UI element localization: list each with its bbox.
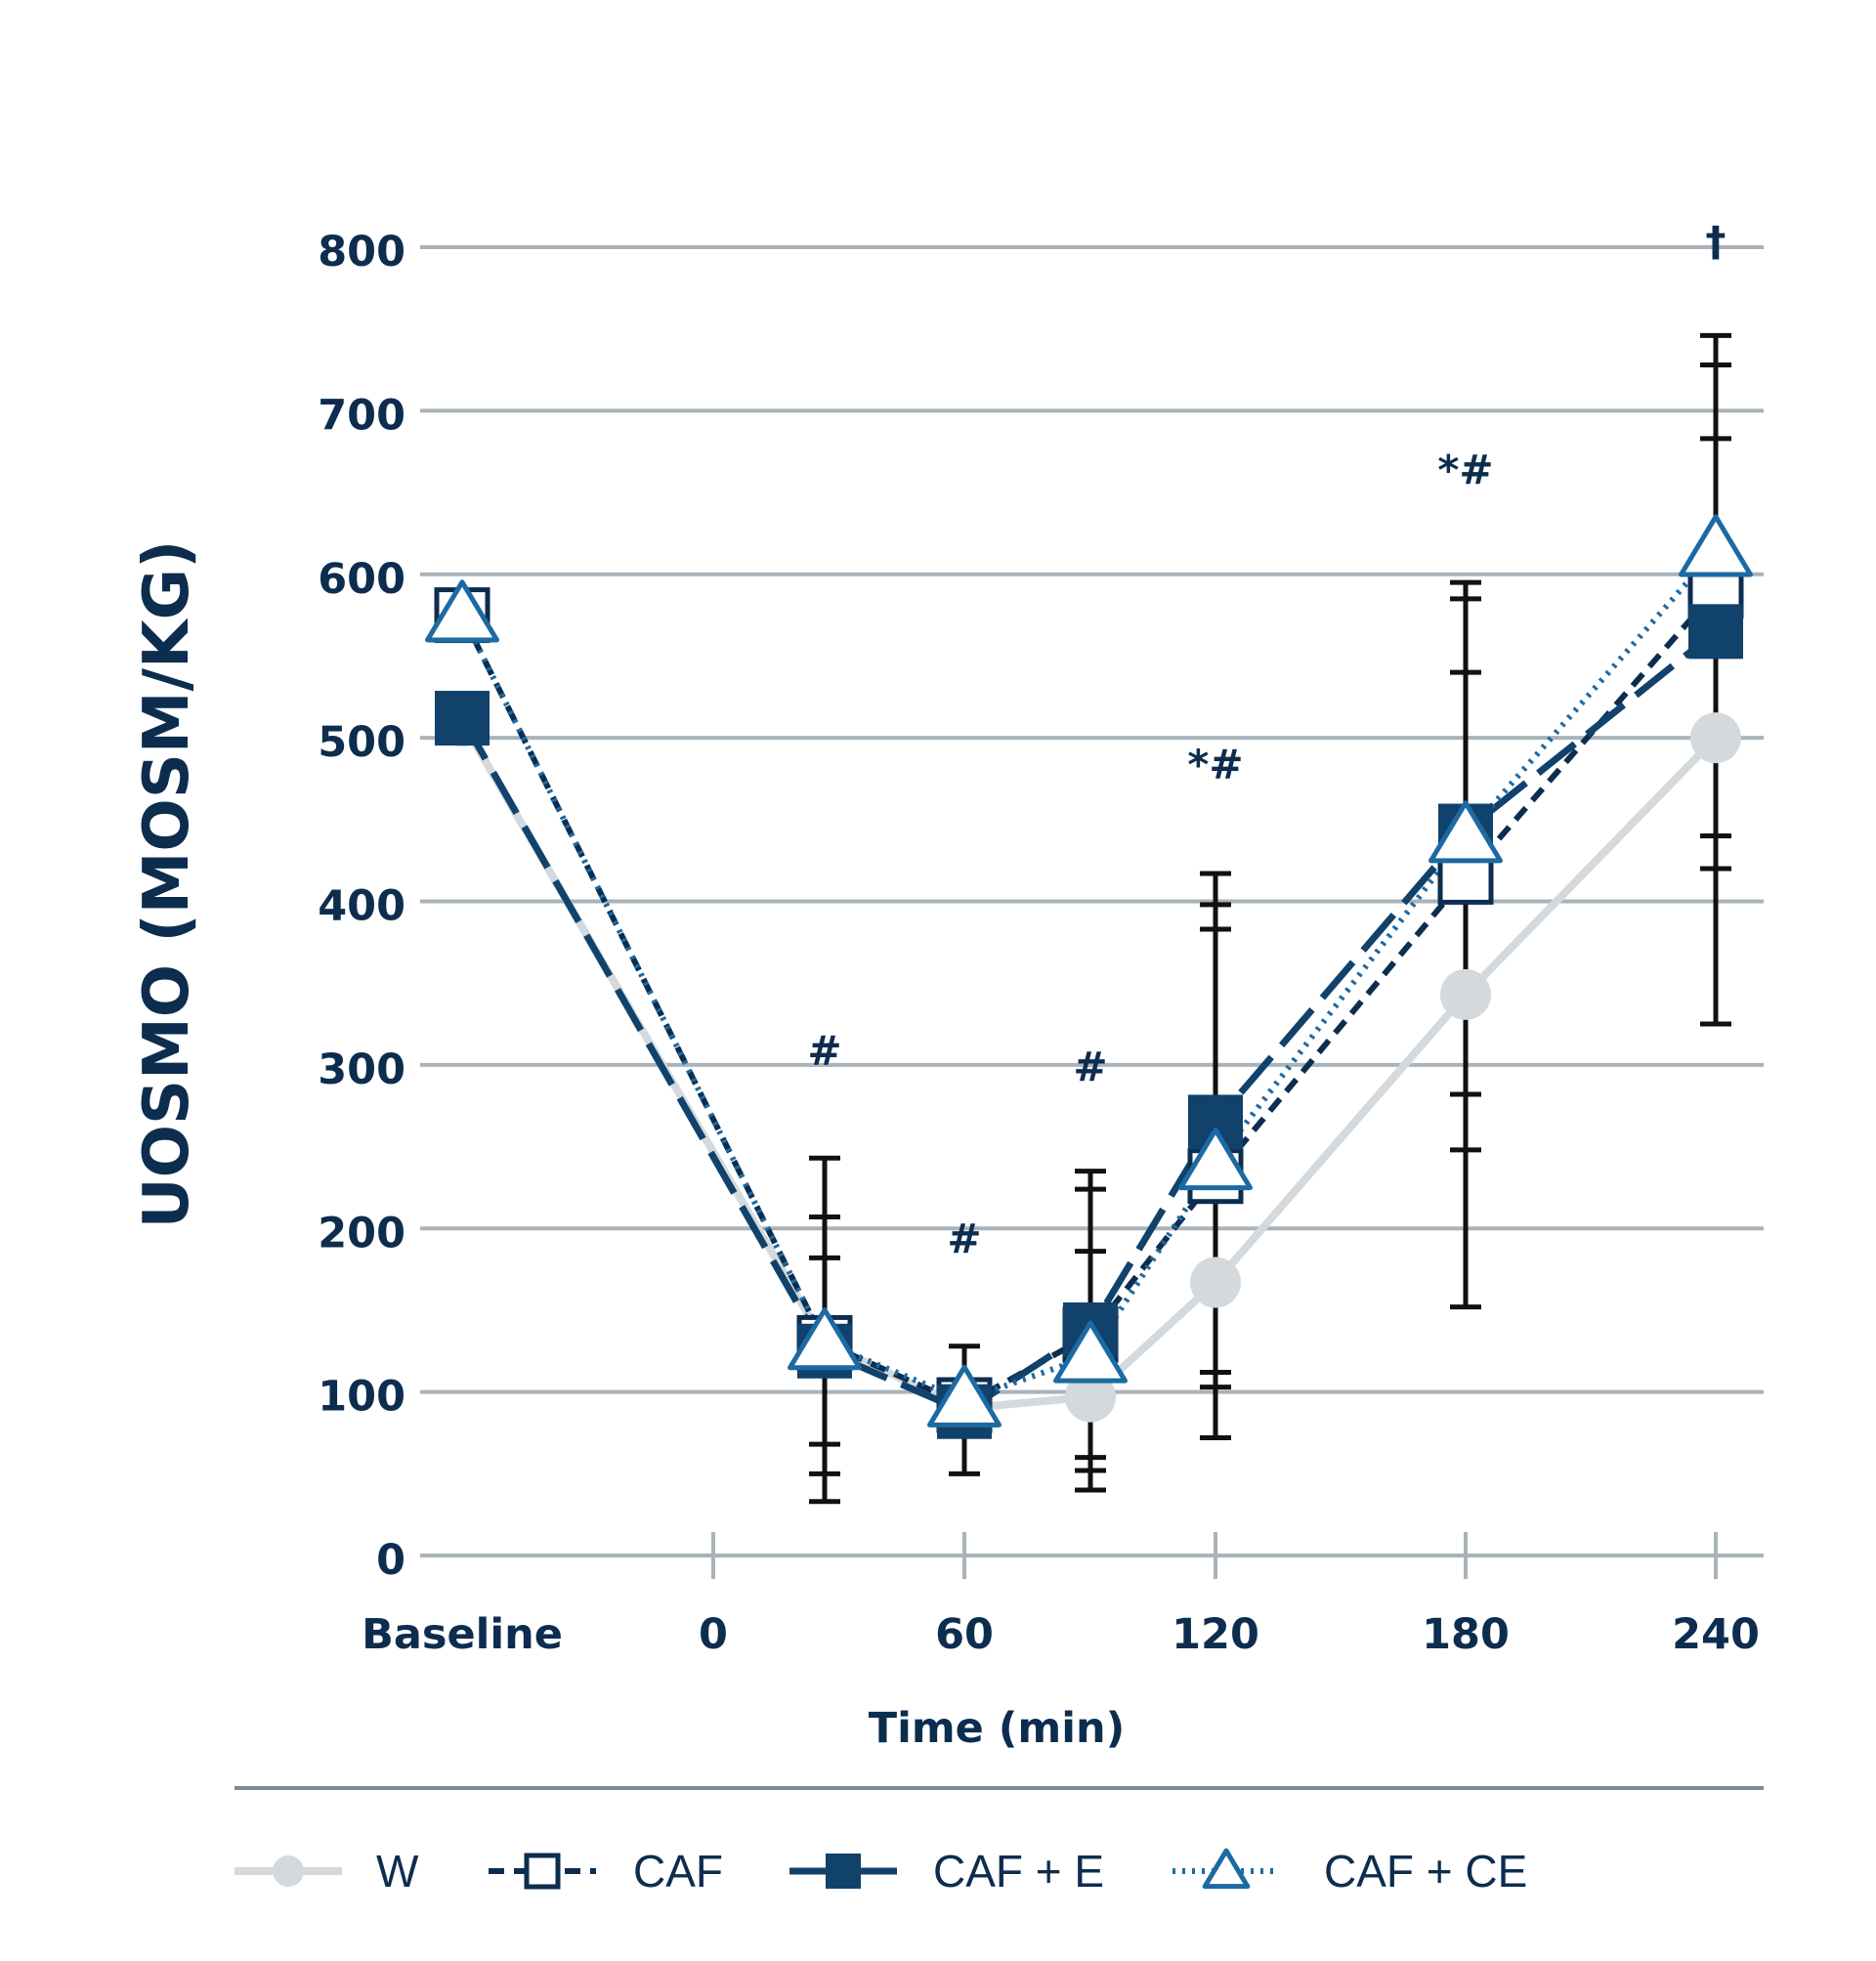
x-tick-label: 120: [1172, 1610, 1259, 1659]
y-axis-label: UOSMO (MOSM/KG): [131, 540, 203, 1229]
error-bars: [809, 332, 1731, 1505]
axes: 0 100 200 300 400 500 600 700 800 Baseline 0 60 120 1…: [318, 228, 1764, 1659]
data-point: [1178, 1128, 1253, 1191]
data-point: [927, 1364, 1002, 1428]
data-point: [1053, 1320, 1128, 1384]
data-point: [1065, 1371, 1116, 1423]
y-tick-label: 100: [318, 1373, 405, 1422]
legend-label: W: [376, 1846, 419, 1897]
y-tick-label: 700: [318, 391, 405, 440]
annotations: # # # *# *# †: [807, 217, 1726, 1262]
y-tick-label: 800: [318, 228, 405, 277]
data-point: [435, 691, 490, 746]
data-point: [1190, 1257, 1241, 1308]
legend-label: CAF + CE: [1324, 1846, 1527, 1897]
significance-annotation: #: [1073, 1044, 1107, 1091]
significance-annotation: †: [1706, 217, 1727, 265]
data-point: [524, 1853, 561, 1890]
y-tick-label: 400: [318, 882, 405, 931]
x-axis-label: Time (min): [869, 1704, 1125, 1753]
legend-label: CAF + E: [933, 1846, 1104, 1897]
data-point: [1688, 604, 1743, 660]
data-point: [425, 579, 499, 643]
data-point: [273, 1855, 304, 1887]
y-tick-label: 200: [318, 1209, 405, 1258]
significance-annotation: #: [807, 1027, 841, 1075]
grid-lines: [420, 245, 1764, 1394]
x-tick-label: 240: [1672, 1610, 1760, 1659]
x-tick-label: 60: [935, 1610, 994, 1659]
data-point: [1440, 968, 1491, 1020]
data-point: [788, 1307, 862, 1371]
data-point: [826, 1854, 861, 1889]
legend: W CAF CAF + E CAF + CE: [234, 1846, 1527, 1897]
x-tick-label: Baseline: [362, 1610, 563, 1659]
x-tick-label: 0: [699, 1610, 728, 1659]
data-point: [1679, 514, 1753, 577]
series-markers: [425, 514, 1753, 1439]
data-point: [1690, 712, 1741, 764]
y-tick-label: 300: [318, 1045, 405, 1094]
significance-annotation: *#: [1187, 741, 1243, 789]
significance-annotation: #: [947, 1215, 981, 1262]
y-tick-label: 0: [376, 1536, 405, 1585]
legend-label: CAF: [633, 1846, 723, 1897]
data-point: [1202, 1848, 1251, 1890]
data-point: [1428, 800, 1503, 864]
y-tick-label: 500: [318, 718, 405, 767]
x-tick-label: 180: [1422, 1610, 1510, 1659]
y-tick-label: 600: [318, 555, 405, 604]
significance-annotation: *#: [1437, 447, 1493, 494]
